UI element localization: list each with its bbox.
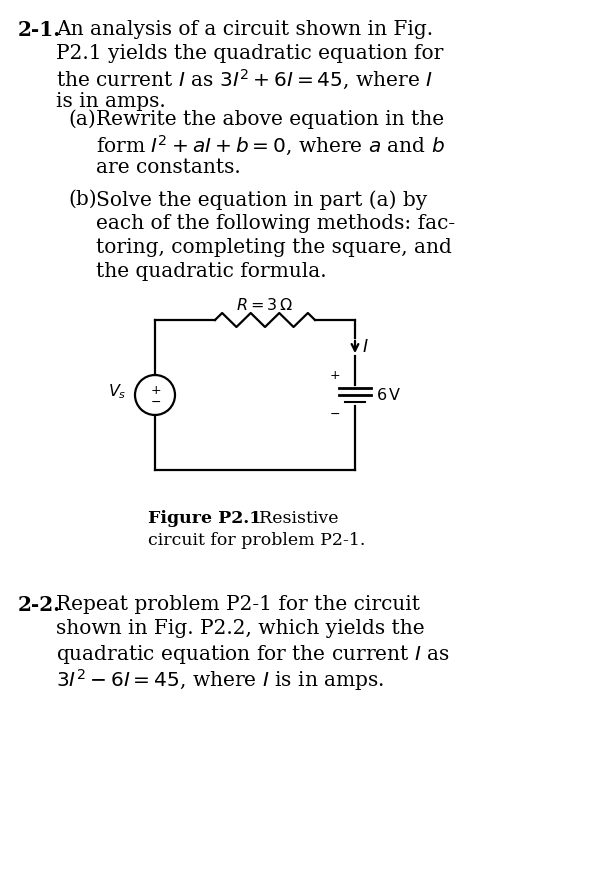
Text: the quadratic formula.: the quadratic formula. <box>96 262 327 281</box>
Text: P2.1 yields the quadratic equation for: P2.1 yields the quadratic equation for <box>56 44 443 63</box>
Text: the current $I$ as $3I^2 + 6I = 45$, where $I$: the current $I$ as $3I^2 + 6I = 45$, whe… <box>56 68 433 92</box>
Text: each of the following methods: fac-: each of the following methods: fac- <box>96 214 455 233</box>
Text: $3I^2 - 6I = 45$, where $I$ is in amps.: $3I^2 - 6I = 45$, where $I$ is in amps. <box>56 667 384 693</box>
Text: circuit for problem P2-1.: circuit for problem P2-1. <box>148 532 365 549</box>
Text: Resistive: Resistive <box>248 510 339 527</box>
Text: are constants.: are constants. <box>96 158 241 177</box>
Text: 2-2.: 2-2. <box>18 595 61 615</box>
Text: +: + <box>151 384 162 397</box>
Text: $R = 3\,\Omega$: $R = 3\,\Omega$ <box>237 297 293 314</box>
Text: $6\,\text{V}$: $6\,\text{V}$ <box>376 386 402 404</box>
Text: Repeat problem P2-1 for the circuit: Repeat problem P2-1 for the circuit <box>56 595 420 614</box>
Text: quadratic equation for the current $I$ as: quadratic equation for the current $I$ a… <box>56 643 450 666</box>
Text: is in amps.: is in amps. <box>56 92 166 111</box>
Text: Solve the equation in part (a) by: Solve the equation in part (a) by <box>96 190 427 209</box>
Text: −: − <box>330 408 340 421</box>
Text: toring, completing the square, and: toring, completing the square, and <box>96 238 452 257</box>
Text: form $I^2 + aI + b = 0$, where $a$ and $b$: form $I^2 + aI + b = 0$, where $a$ and $… <box>96 134 445 158</box>
Text: Rewrite the above equation in the: Rewrite the above equation in the <box>96 110 444 129</box>
Text: +: + <box>330 369 340 382</box>
Text: −: − <box>151 395 162 408</box>
Text: $V_s$: $V_s$ <box>108 383 127 401</box>
Text: Figure P2.1: Figure P2.1 <box>148 510 261 527</box>
Text: (b): (b) <box>68 190 97 209</box>
Text: 2-1.: 2-1. <box>18 20 61 40</box>
Text: An analysis of a circuit shown in Fig.: An analysis of a circuit shown in Fig. <box>56 20 433 39</box>
Text: $I$: $I$ <box>362 338 368 356</box>
Text: (a): (a) <box>68 110 96 129</box>
Text: shown in Fig. P2.2, which yields the: shown in Fig. P2.2, which yields the <box>56 619 425 638</box>
